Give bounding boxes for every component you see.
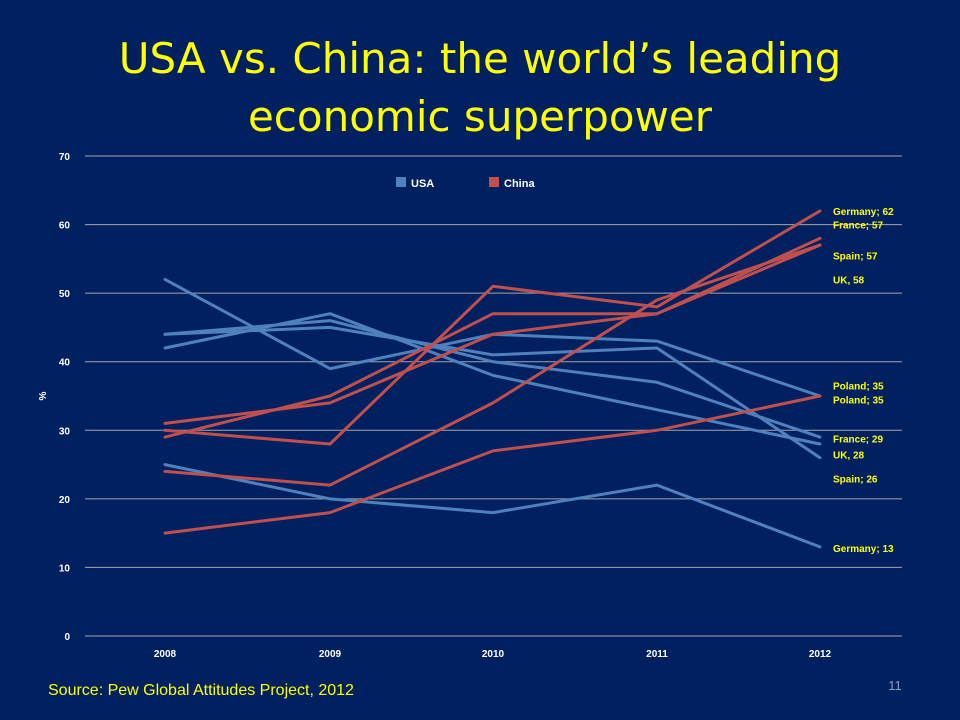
- y-tick-label: 50: [59, 289, 71, 300]
- series-line-china-6: [163, 243, 822, 439]
- y-tick-label: 60: [59, 221, 71, 232]
- y-tick-label: 40: [59, 358, 71, 369]
- slide-title: USA vs. China: the world’s leading econo…: [118, 34, 842, 141]
- slide-number: 11: [888, 678, 902, 693]
- data-label: Germany; 62: [833, 207, 894, 218]
- series-line-usa-2: [163, 312, 822, 446]
- series-line-usa-0: [163, 277, 822, 398]
- y-tick-label: 10: [59, 563, 71, 574]
- data-label: Spain; 26: [833, 474, 878, 485]
- x-tick-label: 2008: [154, 649, 177, 660]
- y-tick-label: 0: [64, 632, 70, 643]
- y-tick-label: 70: [59, 152, 71, 163]
- series-line-china-9: [163, 394, 822, 535]
- series-line-china-8: [163, 243, 822, 487]
- source-note: Source: Pew Global Attitudes Project, 20…: [48, 682, 354, 699]
- x-axis: 2008 2009 2010 2011 2012: [154, 649, 832, 660]
- series-line-china-7: [163, 236, 822, 425]
- legend-swatch-china: [489, 177, 499, 187]
- data-label: France; 29: [833, 435, 883, 446]
- data-label: Poland; 35: [833, 395, 884, 406]
- series-line-china-5: [163, 209, 822, 446]
- legend: USA China: [396, 177, 535, 190]
- y-tick-label: 30: [59, 426, 71, 437]
- x-tick-label: 2012: [809, 649, 832, 660]
- y-tick-label: 20: [59, 495, 71, 506]
- y-axis: 0 10 20 30 40 50 60 70%: [38, 152, 70, 643]
- series-lines: [163, 209, 822, 549]
- series-line-usa-3: [163, 325, 822, 460]
- legend-label-usa: USA: [411, 178, 434, 190]
- x-tick-label: 2011: [646, 649, 668, 660]
- legend-swatch-usa: [396, 177, 406, 187]
- data-label: Spain; 57: [833, 251, 878, 262]
- grid-lines: [85, 155, 902, 637]
- x-tick-label: 2010: [482, 649, 505, 660]
- data-label: Germany; 13: [833, 544, 894, 555]
- data-label: Poland; 35: [833, 382, 884, 393]
- legend-label-china: China: [504, 178, 535, 190]
- series-line-usa-1: [163, 319, 822, 439]
- data-label: France; 57: [833, 221, 883, 232]
- x-tick-label: 2009: [319, 649, 342, 660]
- series-line-usa-4: [163, 463, 822, 549]
- data-label: UK, 58: [833, 275, 865, 286]
- data-label: UK, 28: [833, 450, 865, 461]
- data-labels: Germany; 62 France; 57 Spain; 57 UK, 58 Pola…: [833, 207, 894, 555]
- y-axis-label: %: [38, 391, 49, 400]
